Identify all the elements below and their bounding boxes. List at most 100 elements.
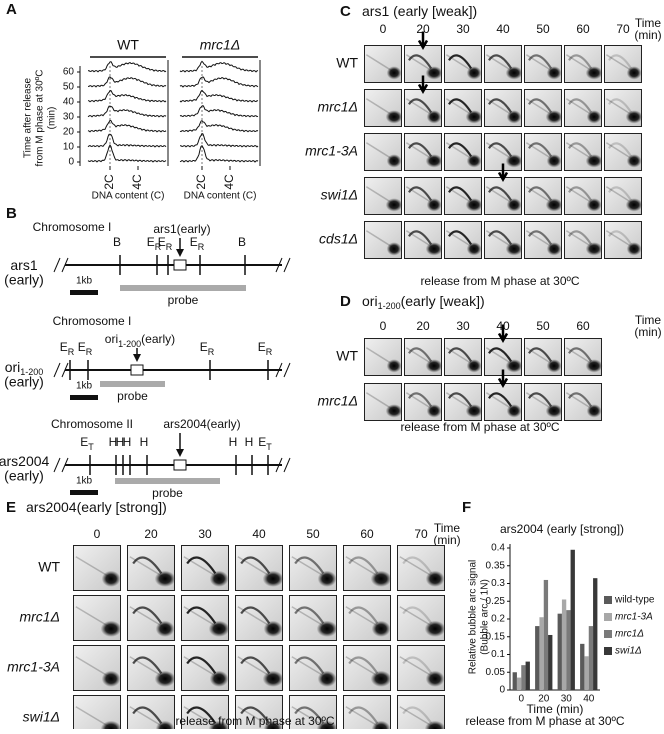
text-part: ori bbox=[362, 293, 378, 309]
x-tick-label: 30 bbox=[561, 694, 573, 705]
gel-arc bbox=[132, 556, 163, 575]
dna-profile bbox=[87, 61, 167, 73]
gel-image bbox=[343, 595, 391, 641]
gel-spot bbox=[425, 154, 443, 168]
scale-bar bbox=[70, 490, 98, 495]
line bbox=[283, 362, 291, 378]
gel-image bbox=[289, 595, 338, 641]
gel-arc bbox=[294, 706, 325, 725]
gel-spot bbox=[101, 570, 121, 587]
gel-spot bbox=[465, 404, 483, 418]
gel-arc bbox=[402, 556, 433, 575]
x-tick-label: 2C bbox=[194, 174, 208, 190]
gel-spot bbox=[370, 570, 392, 587]
text-part: H bbox=[109, 435, 118, 449]
chromosome-label: Chromosome I bbox=[33, 220, 112, 234]
time-unit: Time bbox=[635, 16, 662, 30]
line bbox=[61, 257, 69, 273]
probe-bar bbox=[120, 285, 246, 291]
x-tick-label: 2C bbox=[102, 174, 116, 190]
gel-spot bbox=[585, 359, 603, 373]
gel-spot bbox=[385, 110, 403, 124]
dna-profile bbox=[88, 76, 167, 88]
gel-arc bbox=[186, 706, 217, 725]
text-part: H bbox=[116, 435, 125, 449]
bar bbox=[561, 599, 567, 690]
gel-image bbox=[404, 338, 443, 376]
chart-note: release from M phase at 30ºC bbox=[465, 714, 624, 728]
gel-spot bbox=[209, 670, 229, 687]
time-label: 20 bbox=[144, 527, 158, 541]
gel-arc bbox=[408, 186, 433, 202]
gel-image bbox=[604, 221, 642, 259]
gel-arc bbox=[348, 656, 379, 675]
panel-note: release from M phase at 30ºC bbox=[400, 420, 559, 434]
gel-spot bbox=[625, 110, 643, 124]
gel-spot bbox=[626, 242, 642, 256]
site-label: ET bbox=[80, 435, 94, 452]
gel-arc bbox=[528, 54, 553, 70]
bar bbox=[516, 677, 522, 690]
legend-swatch bbox=[604, 596, 612, 604]
gel-image bbox=[181, 595, 230, 641]
text-part: T bbox=[88, 442, 94, 452]
gel-image bbox=[181, 645, 229, 691]
row-label: WT bbox=[38, 559, 60, 575]
x-tick-label: 20 bbox=[538, 694, 550, 705]
gel-arc bbox=[294, 606, 325, 625]
gel-spot bbox=[425, 242, 443, 256]
gel-image bbox=[127, 595, 175, 641]
text-part: E bbox=[147, 235, 155, 249]
gel-arc bbox=[568, 230, 593, 246]
gel-image bbox=[484, 177, 522, 215]
gel-image bbox=[524, 221, 562, 259]
gel-spot bbox=[585, 66, 603, 80]
bar bbox=[535, 626, 540, 690]
gel-image bbox=[484, 133, 523, 171]
gel-frame bbox=[127, 695, 175, 734]
group-label: mrc1Δ bbox=[200, 37, 241, 53]
time-label: 60 bbox=[576, 22, 590, 36]
gel-arc bbox=[408, 230, 433, 246]
time-label: 20 bbox=[416, 22, 430, 36]
gel-spot bbox=[209, 570, 229, 587]
arrow bbox=[417, 31, 429, 51]
gel-image bbox=[524, 89, 563, 127]
gel-spot bbox=[386, 154, 402, 168]
gel-arc bbox=[408, 347, 433, 363]
y-tick-label: 0.15 bbox=[486, 631, 506, 642]
gel-frame bbox=[604, 221, 642, 259]
gel-arc bbox=[488, 347, 513, 363]
bar bbox=[584, 656, 589, 690]
chromosome-label: Chromosome I bbox=[53, 314, 132, 328]
time-label: 0 bbox=[380, 22, 387, 36]
gel-image bbox=[364, 133, 402, 171]
gel-image bbox=[181, 695, 230, 734]
chromosome-label: Chromosome II bbox=[51, 417, 133, 431]
gel-image bbox=[524, 383, 563, 421]
x-tick-label: 0 bbox=[518, 694, 524, 705]
y-tick-label: 0.25 bbox=[486, 596, 506, 607]
site-label: ER bbox=[158, 235, 173, 252]
gel-image bbox=[564, 89, 602, 127]
bar bbox=[521, 665, 526, 690]
legend-label: wild-type bbox=[614, 595, 655, 606]
text-part: ars1 bbox=[10, 257, 37, 273]
y-tick-label: 0.2 bbox=[491, 614, 505, 625]
gel-spot bbox=[465, 198, 483, 212]
gel-arc bbox=[488, 392, 513, 408]
bar bbox=[593, 578, 598, 690]
scale-label: 1kb bbox=[76, 476, 93, 487]
gel-image bbox=[289, 545, 337, 591]
gel-spot bbox=[465, 110, 483, 124]
time-label: 60 bbox=[360, 527, 374, 541]
text-part: H bbox=[245, 435, 254, 449]
site-label: ER bbox=[200, 340, 215, 357]
gel-image bbox=[484, 45, 523, 83]
line bbox=[53, 362, 61, 378]
line bbox=[283, 257, 291, 273]
text-part: ars1 (early [weak]) bbox=[362, 3, 477, 19]
site-label: H bbox=[245, 435, 254, 449]
gel-arc bbox=[408, 54, 433, 70]
